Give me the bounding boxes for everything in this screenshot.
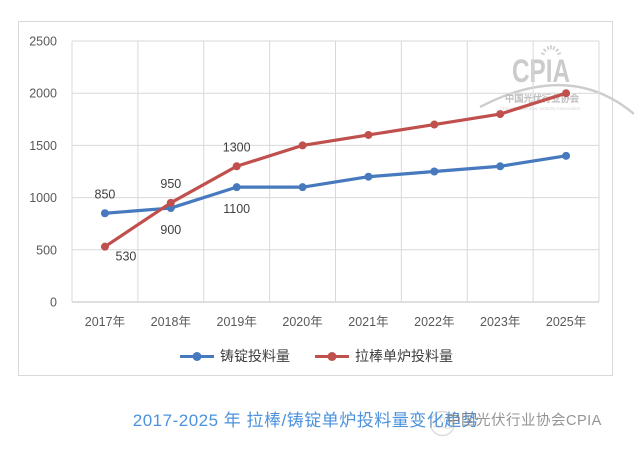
legend-label: 拉棒单炉投料量	[355, 348, 453, 364]
data-point-铸锭投料量	[232, 183, 241, 192]
point-label: 530	[116, 250, 137, 264]
cpia-logo-en-text: China Photovoltaic Industry Association	[500, 106, 581, 111]
y-tick-label: 0	[50, 296, 57, 310]
y-tick-label: 1000	[29, 191, 57, 205]
series-line-铸锭投料量	[103, 154, 568, 215]
point-label: 900	[160, 223, 181, 237]
series-line-拉棒单炉投料量	[103, 91, 568, 249]
data-point-铸锭投料量	[496, 162, 505, 171]
caption-watermark-text: 中国光伏行业协会CPIA	[446, 413, 602, 429]
x-tick-label: 2021年	[348, 315, 388, 329]
legend-label: 铸锭投料量	[220, 348, 290, 364]
data-point-铸锭投料量	[562, 151, 571, 160]
x-tick-label: 2022年	[414, 315, 454, 329]
sun-rays-icon	[540, 45, 562, 56]
data-point-拉棒单炉投料量	[298, 141, 307, 150]
legend-marker-icon	[315, 351, 349, 361]
y-tick-label: 2500	[29, 35, 57, 49]
data-point-拉棒单炉投料量	[166, 198, 175, 207]
data-point-拉棒单炉投料量	[232, 162, 241, 171]
data-point-铸锭投料量	[100, 209, 109, 218]
x-tick-label: 2017年	[85, 315, 125, 329]
y-tick-label: 500	[36, 243, 57, 257]
data-point-拉棒单炉投料量	[562, 89, 571, 98]
point-label: 950	[160, 177, 181, 191]
data-point-拉棒单炉投料量	[496, 110, 505, 119]
data-point-铸锭投料量	[298, 183, 307, 192]
cpia-logo-acronym: CPIA	[512, 53, 570, 89]
data-point-铸锭投料量	[364, 172, 373, 181]
chart-legend: 铸锭投料量 拉棒单炉投料量	[18, 345, 614, 367]
legend-marker-icon	[180, 351, 214, 361]
data-point-拉棒单炉投料量	[430, 120, 439, 129]
x-tick-label: 2019年	[217, 315, 257, 329]
y-tick-label: 1500	[29, 139, 57, 153]
point-label: 1300	[223, 140, 251, 154]
data-point-拉棒单炉投料量	[100, 242, 109, 251]
data-point-铸锭投料量	[430, 167, 439, 176]
legend-item-拉棒单炉投料量: 拉棒单炉投料量	[314, 345, 453, 367]
y-tick-label: 2000	[29, 87, 57, 101]
point-label: 1100	[223, 202, 250, 216]
cpia-seal-watermark-icon	[429, 410, 456, 437]
point-label: 850	[95, 187, 116, 201]
chart-caption: 2017-2025 年 拉棒/铸锭单炉投料量变化趋势	[132, 411, 480, 430]
x-tick-label: 2023年	[480, 315, 520, 329]
x-tick-label: 2018年	[151, 315, 191, 329]
logo-arc	[479, 84, 634, 115]
x-tick-label: 2025年	[546, 315, 586, 329]
x-tick-label: 2020年	[282, 315, 322, 329]
legend-item-铸锭投料量: 铸锭投料量	[179, 345, 290, 367]
data-point-拉棒单炉投料量	[364, 130, 373, 139]
chart-plot-frame	[18, 21, 613, 376]
